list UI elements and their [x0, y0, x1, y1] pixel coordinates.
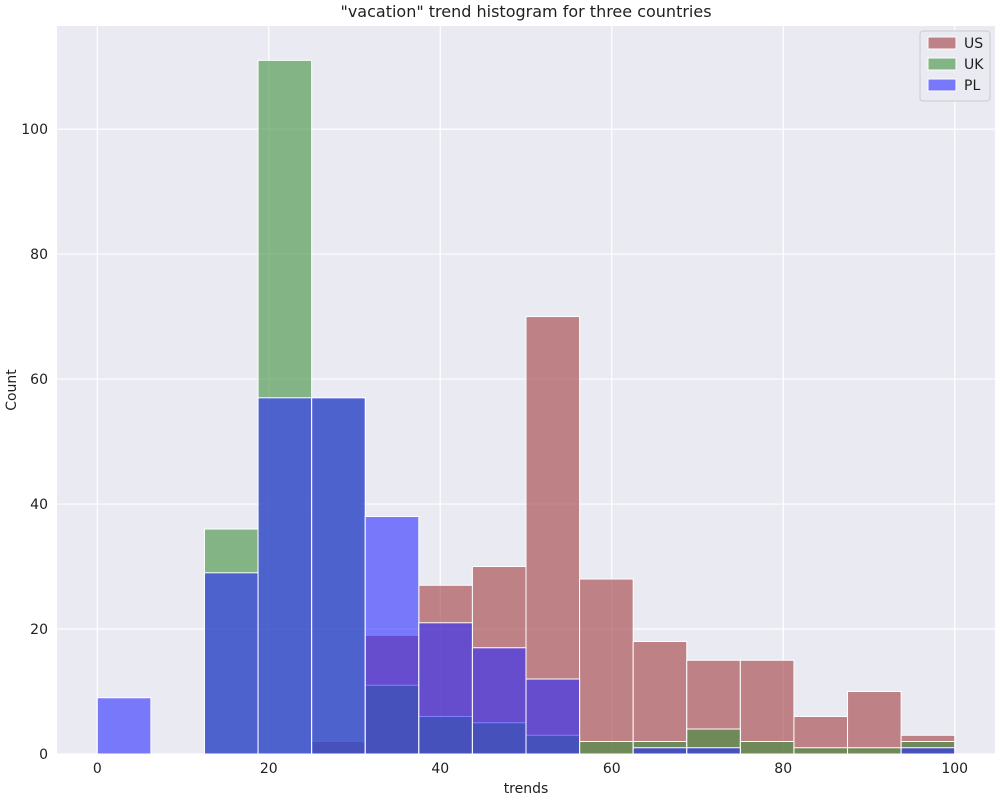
- histogram-bars: [96, 59, 956, 755]
- x-tick-labels: 0 20 40 60 80 100: [93, 761, 968, 777]
- bar-pl: [900, 747, 956, 755]
- legend-label-pl: PL: [964, 78, 980, 94]
- legend-swatch-pl: [927, 78, 957, 92]
- y-tick-labels: 0 20 40 60 80 100: [21, 122, 48, 763]
- legend-label-uk: UK: [964, 57, 984, 73]
- bar-pl: [525, 678, 581, 755]
- legend-swatch-uk: [927, 57, 957, 71]
- y-tick-label: 60: [30, 372, 48, 388]
- bar-pl: [203, 572, 259, 755]
- x-tick-label: 60: [603, 761, 621, 777]
- y-tick-label: 100: [21, 122, 48, 138]
- y-axis-label: Count: [4, 369, 20, 411]
- x-tick-label: 80: [774, 761, 792, 777]
- bar-uk: [793, 747, 849, 755]
- legend: US UK PL: [919, 30, 991, 102]
- bar-pl: [632, 747, 688, 755]
- legend-swatch-us: [927, 36, 957, 50]
- bar-uk: [847, 747, 902, 755]
- bar-pl: [96, 697, 152, 755]
- bar-uk: [579, 741, 634, 755]
- bar-us: [579, 578, 634, 755]
- y-tick-label: 0: [39, 747, 48, 763]
- bar-us: [847, 691, 902, 755]
- x-tick-label: 20: [260, 761, 278, 777]
- x-axis-label: trends: [504, 781, 549, 797]
- y-tick-label: 20: [30, 622, 48, 638]
- bar-pl: [418, 622, 473, 755]
- x-tick-label: 40: [431, 761, 449, 777]
- bar-pl: [471, 647, 527, 755]
- bar-us: [632, 641, 688, 755]
- y-tick-label: 40: [30, 497, 48, 513]
- bar-pl: [257, 397, 313, 755]
- bar-pl: [311, 397, 366, 755]
- bar-pl: [364, 516, 420, 755]
- y-tick-label: 80: [30, 247, 48, 263]
- legend-label-us: US: [964, 36, 983, 52]
- bar-pl: [686, 747, 741, 755]
- x-tick-label: 0: [93, 761, 102, 777]
- bar-us: [739, 659, 795, 755]
- x-tick-label: 100: [941, 761, 968, 777]
- bar-uk: [739, 741, 795, 755]
- chart-title: "vacation" trend histogram for three cou…: [340, 2, 711, 21]
